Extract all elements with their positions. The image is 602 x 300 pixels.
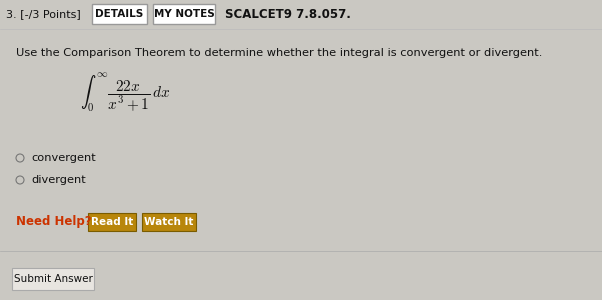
FancyBboxPatch shape [88,213,136,231]
Text: Watch It: Watch It [144,217,194,227]
FancyBboxPatch shape [92,4,147,24]
Text: $\int_0^{\infty} \dfrac{22x}{x^3+1}\, dx$: $\int_0^{\infty} \dfrac{22x}{x^3+1}\, dx… [80,71,170,114]
FancyBboxPatch shape [153,4,215,24]
Text: SCALCET9 7.8.057.: SCALCET9 7.8.057. [225,8,351,20]
Text: Use the Comparison Theorem to determine whether the integral is convergent or di: Use the Comparison Theorem to determine … [16,48,542,58]
Text: Need Help?: Need Help? [16,215,92,229]
Text: convergent: convergent [31,153,96,163]
Text: MY NOTES: MY NOTES [154,9,214,19]
Text: Submit Answer: Submit Answer [14,274,93,284]
Text: 3. [-/3 Points]: 3. [-/3 Points] [6,9,81,19]
FancyBboxPatch shape [142,213,196,231]
Text: Read It: Read It [91,217,133,227]
Text: DETAILS: DETAILS [95,9,144,19]
FancyBboxPatch shape [12,268,94,290]
Text: divergent: divergent [31,175,85,185]
